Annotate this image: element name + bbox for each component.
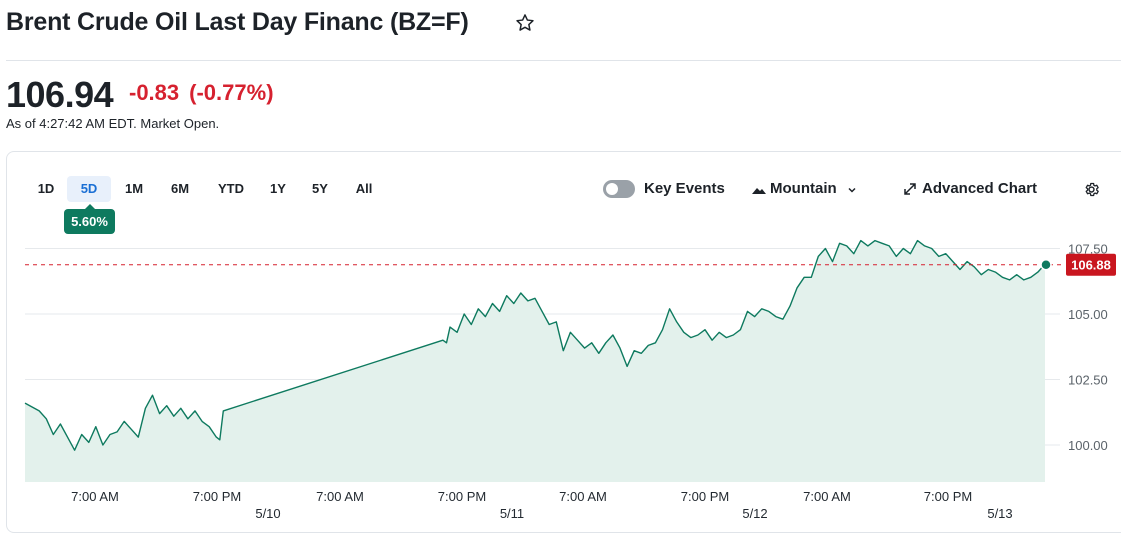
price-area [25, 240, 1045, 482]
mountain-icon [752, 188, 766, 194]
current-price: 106.94 [6, 74, 114, 115]
period-change-badge: 5.60% [64, 204, 115, 234]
change-value: -0.83 [129, 80, 180, 105]
quote-title: Brent Crude Oil Last Day Financ (BZ=F) [6, 8, 469, 36]
price-line [24, 239, 1046, 451]
tab-all[interactable]: All [355, 181, 373, 196]
x-time-label: 7:00 AM [803, 489, 851, 504]
x-time-label: 7:00 AM [316, 489, 364, 504]
y-tick-label: 107.50 [1068, 242, 1108, 257]
expand-icon[interactable] [903, 182, 917, 196]
tab-5d[interactable]: 5D [67, 176, 111, 202]
x-time-label: 7:00 AM [71, 489, 119, 504]
gear-icon[interactable] [1083, 181, 1100, 198]
star-icon[interactable] [514, 12, 536, 34]
x-time-label: 7:00 AM [559, 489, 607, 504]
x-date-label: 5/12 [742, 506, 767, 521]
tab-6m[interactable]: 6M [170, 181, 190, 196]
y-tick-label: 102.50 [1068, 373, 1108, 388]
x-date-label: 5/11 [500, 506, 524, 521]
key-events-toggle[interactable] [603, 180, 635, 198]
y-tick-label: 105.00 [1068, 307, 1108, 322]
current-price-tag: 106.88 [1066, 253, 1116, 276]
change-percent: (-0.77%) [189, 80, 274, 105]
price-change: -0.83 (-0.77%) [129, 80, 284, 106]
x-time-label: 7:00 PM [681, 489, 729, 504]
x-date-label: 5/10 [255, 506, 280, 521]
tab-5y[interactable]: 5Y [312, 181, 328, 196]
tab-1y[interactable]: 1Y [270, 181, 286, 196]
chevron-down-icon[interactable] [847, 185, 857, 195]
market-status: As of 4:27:42 AM EDT. Market Open. [6, 116, 220, 131]
x-time-label: 7:00 PM [924, 489, 972, 504]
current-price-label: 106.88 [1071, 258, 1111, 273]
key-events-label[interactable]: Key Events [644, 180, 725, 197]
tab-1m[interactable]: 1M [124, 181, 144, 196]
tab-1d[interactable]: 1D [37, 181, 55, 196]
x-date-label: 5/13 [987, 506, 1012, 521]
chart-type-select[interactable]: Mountain [770, 180, 837, 197]
x-time-label: 7:00 PM [438, 489, 486, 504]
last-price-dot [1040, 258, 1052, 271]
x-time-label: 7:00 PM [193, 489, 241, 504]
advanced-chart-button[interactable]: Advanced Chart [922, 180, 1038, 197]
y-tick-label: 100.00 [1068, 438, 1108, 453]
tab-ytd[interactable]: YTD [218, 181, 244, 196]
header-divider [6, 60, 1121, 61]
